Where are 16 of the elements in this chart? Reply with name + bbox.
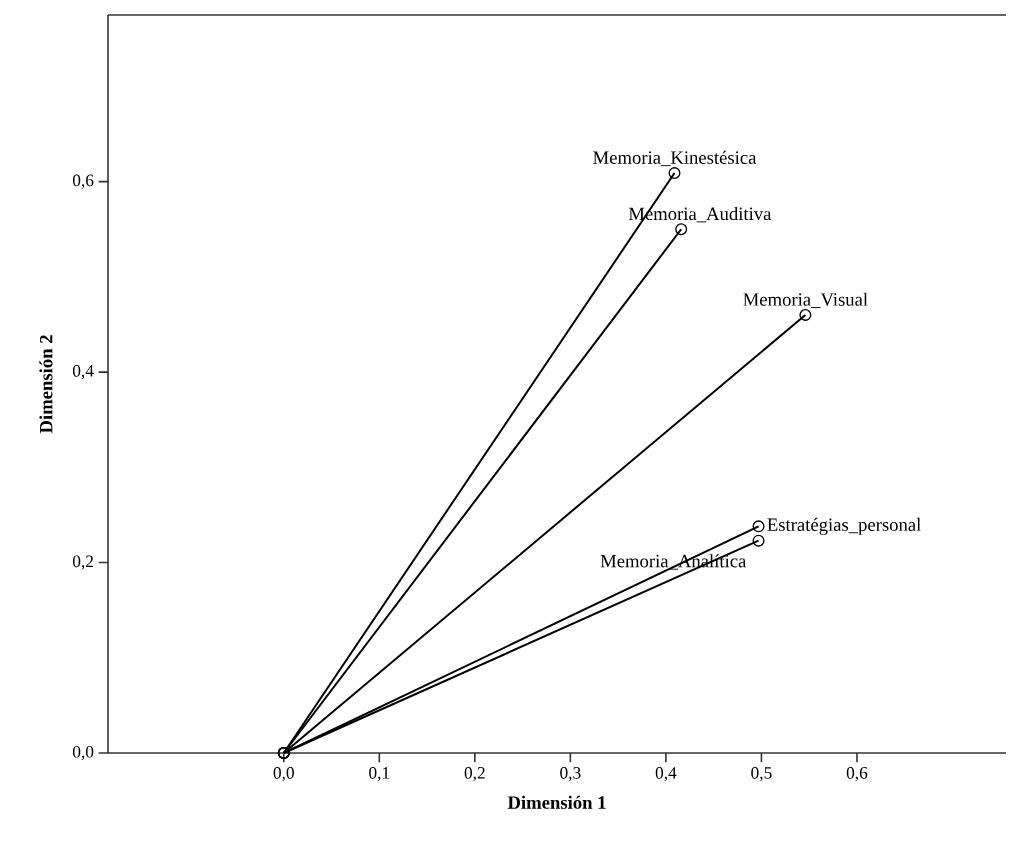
x-tick-label: 0,4 — [655, 767, 677, 782]
x-axis-title: Dimensión 1 — [507, 795, 606, 809]
x-tick-label: 0,3 — [560, 767, 581, 782]
y-tick-label: 0,4 — [72, 364, 94, 380]
series-label: Memoria_Kinestésica — [593, 150, 757, 167]
x-tick-label: 0,5 — [751, 767, 772, 782]
x-tick-label: 0,0 — [273, 767, 294, 782]
y-tick-label: 0,0 — [72, 745, 94, 761]
x-tick-label: 0,6 — [846, 767, 868, 782]
series-label: Memoria_Visual — [743, 292, 868, 309]
y-tick-label: 0,2 — [72, 555, 94, 570]
y-axis-title: Dimensión 2 — [39, 335, 53, 434]
x-tick-label: 0,2 — [464, 767, 485, 782]
series-label: Estratégias_personal — [767, 517, 921, 535]
y-tick-label: 0,6 — [72, 174, 94, 189]
x-tick-label: 0,1 — [369, 767, 390, 782]
